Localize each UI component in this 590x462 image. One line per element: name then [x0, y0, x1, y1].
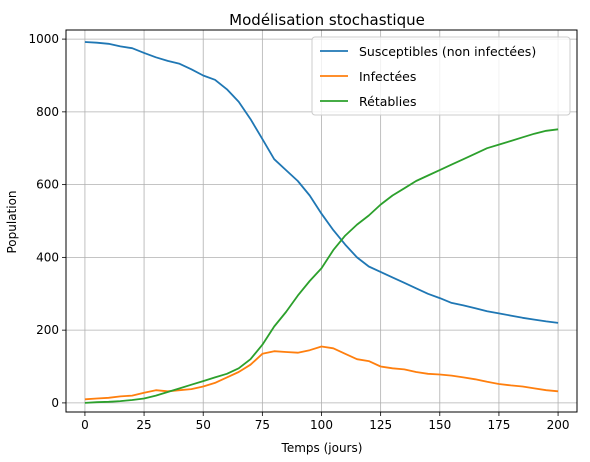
- legend-box: [311, 36, 571, 116]
- series-line-2: [84, 128, 559, 404]
- series-lines: [84, 41, 559, 404]
- legend-label-2: Rétablies: [359, 94, 416, 109]
- x-tick-label: 125: [369, 418, 392, 432]
- axis-ticks: 0 25 50 75 100 125 150 175 200 0 200 400 600 800 1000: [28, 32, 569, 432]
- y-tick-label: 800: [36, 105, 59, 119]
- y-tick-label: 0: [51, 396, 59, 410]
- x-tick-label: 75: [255, 418, 270, 432]
- legend: Susceptibles (non infectées) Infectées Rét…: [311, 36, 571, 116]
- y-tick-label: 400: [36, 250, 59, 264]
- x-tick-label: 0: [81, 418, 89, 432]
- x-tick-label: 150: [428, 418, 451, 432]
- y-axis-label: Population: [5, 190, 19, 253]
- x-tick-label: 100: [310, 418, 333, 432]
- x-tick-label: 25: [136, 418, 151, 432]
- x-tick-label: 50: [196, 418, 211, 432]
- series-line-1: [84, 345, 559, 401]
- x-tick-label: 175: [487, 418, 510, 432]
- series-line-0: [84, 41, 559, 324]
- legend-label-0: Susceptibles (non infectées): [359, 44, 536, 59]
- legend-label-1: Infectées: [359, 69, 416, 84]
- y-tick-label: 200: [36, 323, 59, 337]
- y-tick-label: 600: [36, 178, 59, 192]
- chart-title: Modélisation stochastique: [229, 11, 425, 29]
- x-tick-label: 200: [547, 418, 570, 432]
- y-tick-label: 1000: [28, 32, 59, 46]
- x-axis-label: Temps (jours): [281, 441, 363, 455]
